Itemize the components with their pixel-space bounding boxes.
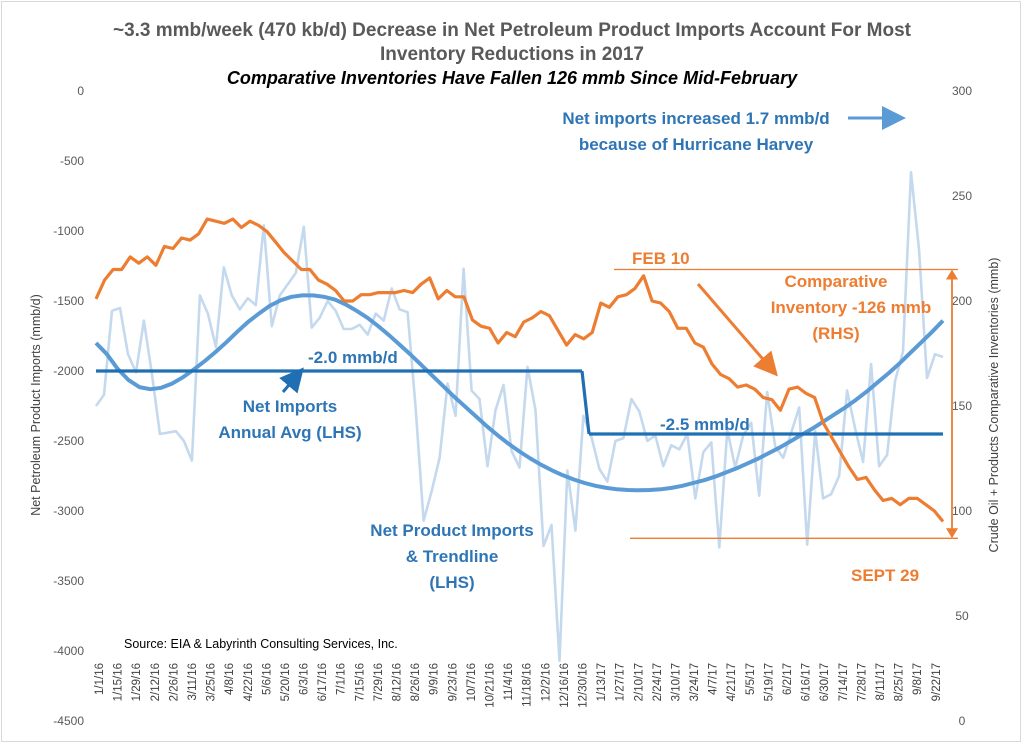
sept29-label: SEPT 29 [851,566,919,585]
x-tick-label: 9/9/16 [429,663,441,695]
x-tick-label: 1/27/17 [615,663,627,701]
y-right-tick-label: 250 [952,189,972,203]
x-tick-label: 6/16/17 [801,663,813,701]
annotations-group: Net Petroleum Product Imports (mmb/d) Cr… [29,106,1001,651]
feb10-label: FEB 10 [632,249,690,268]
annual-avg-2017-label: -2.5 mmb/d [660,415,750,434]
x-tick-label: 2/26/16 [168,663,180,701]
x-tick-label: 1/1/16 [94,663,106,695]
x-tick-label: 3/24/17 [689,663,701,701]
x-tick-label: 5/6/16 [261,663,273,695]
annual-avg-label-line2: Annual Avg (LHS) [218,423,361,442]
y-left-tick-label: -4000 [53,644,84,658]
x-tick-label: 6/30/17 [819,663,831,701]
y-axis-right-title: Crude Oil + Products Comparative Invento… [987,258,1001,553]
product-imports-label-line1: Net Product Imports [370,521,533,540]
range-arrowhead-up [946,269,958,280]
x-tick-label: 12/2/16 [540,663,552,701]
x-tick-label: 7/14/17 [838,663,850,701]
x-tick-label: 9/23/16 [447,663,459,701]
x-tick-label: 7/15/16 [354,663,366,701]
y-left-tick-label: -2000 [53,364,84,378]
y-axis-left: 0 -500 -1000 -1500 -2000 -2500 -3000 -3500 -4000… [53,84,84,728]
x-tick-label: 6/2/17 [782,663,794,695]
x-tick-label: 11/4/16 [503,663,515,701]
annual-avg-2016-label: -2.0 mmb/d [308,348,398,367]
y-left-tick-label: 0 [77,84,84,98]
x-tick-label: 10/7/16 [466,663,478,701]
x-tick-label: 2/10/17 [633,663,645,701]
series-group [94,170,958,663]
comparative-label-line2: Inventory -126 mmb [771,298,932,317]
y-right-tick-label: 100 [952,504,972,518]
x-tick-label: 7/29/16 [373,663,385,701]
x-tick-label: 1/29/16 [131,663,143,701]
chart-subtitle: Comparative Inventories Have Fallen 126 … [226,68,798,88]
annual-avg-label-line1: Net Imports [243,397,337,416]
y-left-tick-label: -4500 [53,714,84,728]
y-axis-right: 300 250 200 150 100 50 0 [952,84,972,728]
x-tick-label: 4/22/16 [243,663,255,701]
x-tick-label: 8/26/16 [410,663,422,701]
y-left-tick-label: -3000 [53,504,84,518]
product-imports-label-line3: (LHS) [429,573,474,592]
x-tick-label: 6/3/16 [299,663,311,695]
x-tick-label: 8/12/16 [392,663,404,701]
x-tick-label: 4/8/16 [224,663,236,695]
y-left-tick-label: -2500 [53,434,84,448]
chart-title-line2: Inventory Reductions in 2017 [380,44,644,65]
x-tick-label: 9/8/17 [912,663,924,695]
series-net-product-imports [94,170,944,663]
x-tick-label: 4/7/17 [708,663,720,695]
x-tick-label: 7/1/16 [336,663,348,695]
x-tick-label: 1/13/17 [596,663,608,701]
x-tick-label: 8/11/17 [875,663,887,701]
y-right-tick-label: 200 [952,294,972,308]
x-tick-label: 5/5/17 [745,663,757,695]
x-tick-label: 12/30/16 [578,663,590,708]
annual-avg-arrow [279,367,304,394]
x-tick-label: 3/11/16 [187,663,199,701]
x-axis: 1/1/16 1/15/16 1/29/16 2/12/16 2/26/16 3/11/1… [94,663,943,708]
x-tick-label: 12/16/16 [559,663,571,708]
x-tick-label: 9/22/17 [931,663,943,701]
series-comparative-inventory [94,217,945,523]
harvey-annotation-line2: because of Hurricane Harvey [579,135,814,154]
chart-title: ~3.3 mmb/week (470 kb/d) Decrease in Net… [112,20,912,41]
harvey-annotation-line1: Net imports increased 1.7 mmb/d [562,109,829,128]
x-tick-label: 8/25/17 [894,663,906,701]
comparative-label-line1: Comparative [785,272,888,291]
x-tick-label: 5/19/17 [763,663,775,701]
source-note: Source: EIA & Labyrinth Consulting Servi… [124,637,398,651]
y-left-tick-label: -1000 [53,224,84,238]
x-tick-label: 5/20/16 [280,663,292,701]
y-left-tick-label: -3500 [53,574,84,588]
y-right-tick-label: 0 [959,714,966,728]
y-right-tick-label: 50 [955,609,969,623]
x-tick-label: 1/15/16 [113,663,125,701]
product-imports-label-line2: & Trendline [406,547,499,566]
comparative-label-line3: (RHS) [812,324,859,343]
x-tick-label: 11/18/16 [522,663,534,707]
x-tick-label: 3/25/16 [206,663,218,701]
series-annual-avg-step [580,370,591,435]
y-axis-left-title: Net Petroleum Product Imports (mmb/d) [29,294,43,516]
x-tick-label: 3/10/17 [670,663,682,701]
x-tick-label: 2/24/17 [652,663,664,701]
range-arrowhead-down [946,528,958,539]
trend-arrow [696,283,778,377]
x-tick-label: 4/21/17 [726,663,738,701]
y-right-tick-label: 300 [952,84,972,98]
x-tick-label: 6/17/16 [317,663,329,701]
y-left-tick-label: -500 [60,154,84,168]
x-tick-label: 7/28/17 [856,663,868,701]
x-tick-label: 2/12/16 [150,663,162,701]
y-left-tick-label: -1500 [53,294,84,308]
y-right-tick-label: 150 [952,399,972,413]
x-tick-label: 10/21/16 [485,663,497,708]
